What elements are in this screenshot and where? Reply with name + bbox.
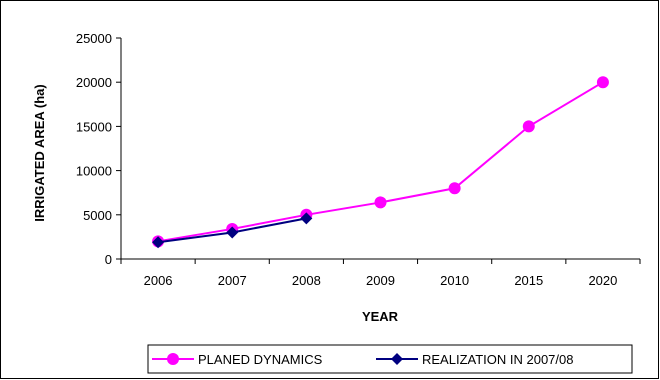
legend-label: REALIZATION IN 2007/08 <box>422 352 574 367</box>
data-point <box>448 182 461 195</box>
x-axis-title: YEAR <box>362 309 399 324</box>
y-tick-label: 10000 <box>76 164 112 179</box>
x-tick-label: 2020 <box>588 273 617 288</box>
data-point <box>300 212 313 225</box>
data-point <box>152 236 165 249</box>
series-1 <box>152 76 609 248</box>
data-point <box>226 226 239 239</box>
x-tick-label: 2015 <box>514 273 543 288</box>
series-2 <box>152 212 313 249</box>
series-layer <box>152 76 609 249</box>
data-point <box>596 76 609 89</box>
x-tick-label: 2007 <box>218 273 247 288</box>
y-tick-label: 15000 <box>76 119 112 134</box>
x-axis-ticks: 2006 2007 2008 2009 2010 2015 2020 <box>120 259 641 288</box>
y-tick-label: 25000 <box>76 31 112 46</box>
y-axis-title: IRRIGATED AREA (ha) <box>32 84 47 221</box>
x-tick-label: 2008 <box>292 273 321 288</box>
data-point <box>522 120 535 133</box>
y-axis-ticks: 0 5000 10000 15000 20000 25000 <box>76 31 121 267</box>
y-tick-label: 5000 <box>83 208 112 223</box>
data-point <box>374 196 387 209</box>
y-tick-label: 20000 <box>76 75 112 90</box>
legend-swatch-marker <box>167 353 179 365</box>
x-tick-label: 2006 <box>144 273 173 288</box>
x-tick-label: 2009 <box>366 273 395 288</box>
legend-swatch-marker <box>391 353 403 365</box>
x-tick-label: 2010 <box>440 273 469 288</box>
y-tick-label: 0 <box>105 252 112 267</box>
legend: PLANED DYNAMICS REALIZATION IN 2007/08 <box>147 344 633 374</box>
legend-label: PLANED DYNAMICS <box>198 352 323 367</box>
series-line <box>157 81 604 243</box>
